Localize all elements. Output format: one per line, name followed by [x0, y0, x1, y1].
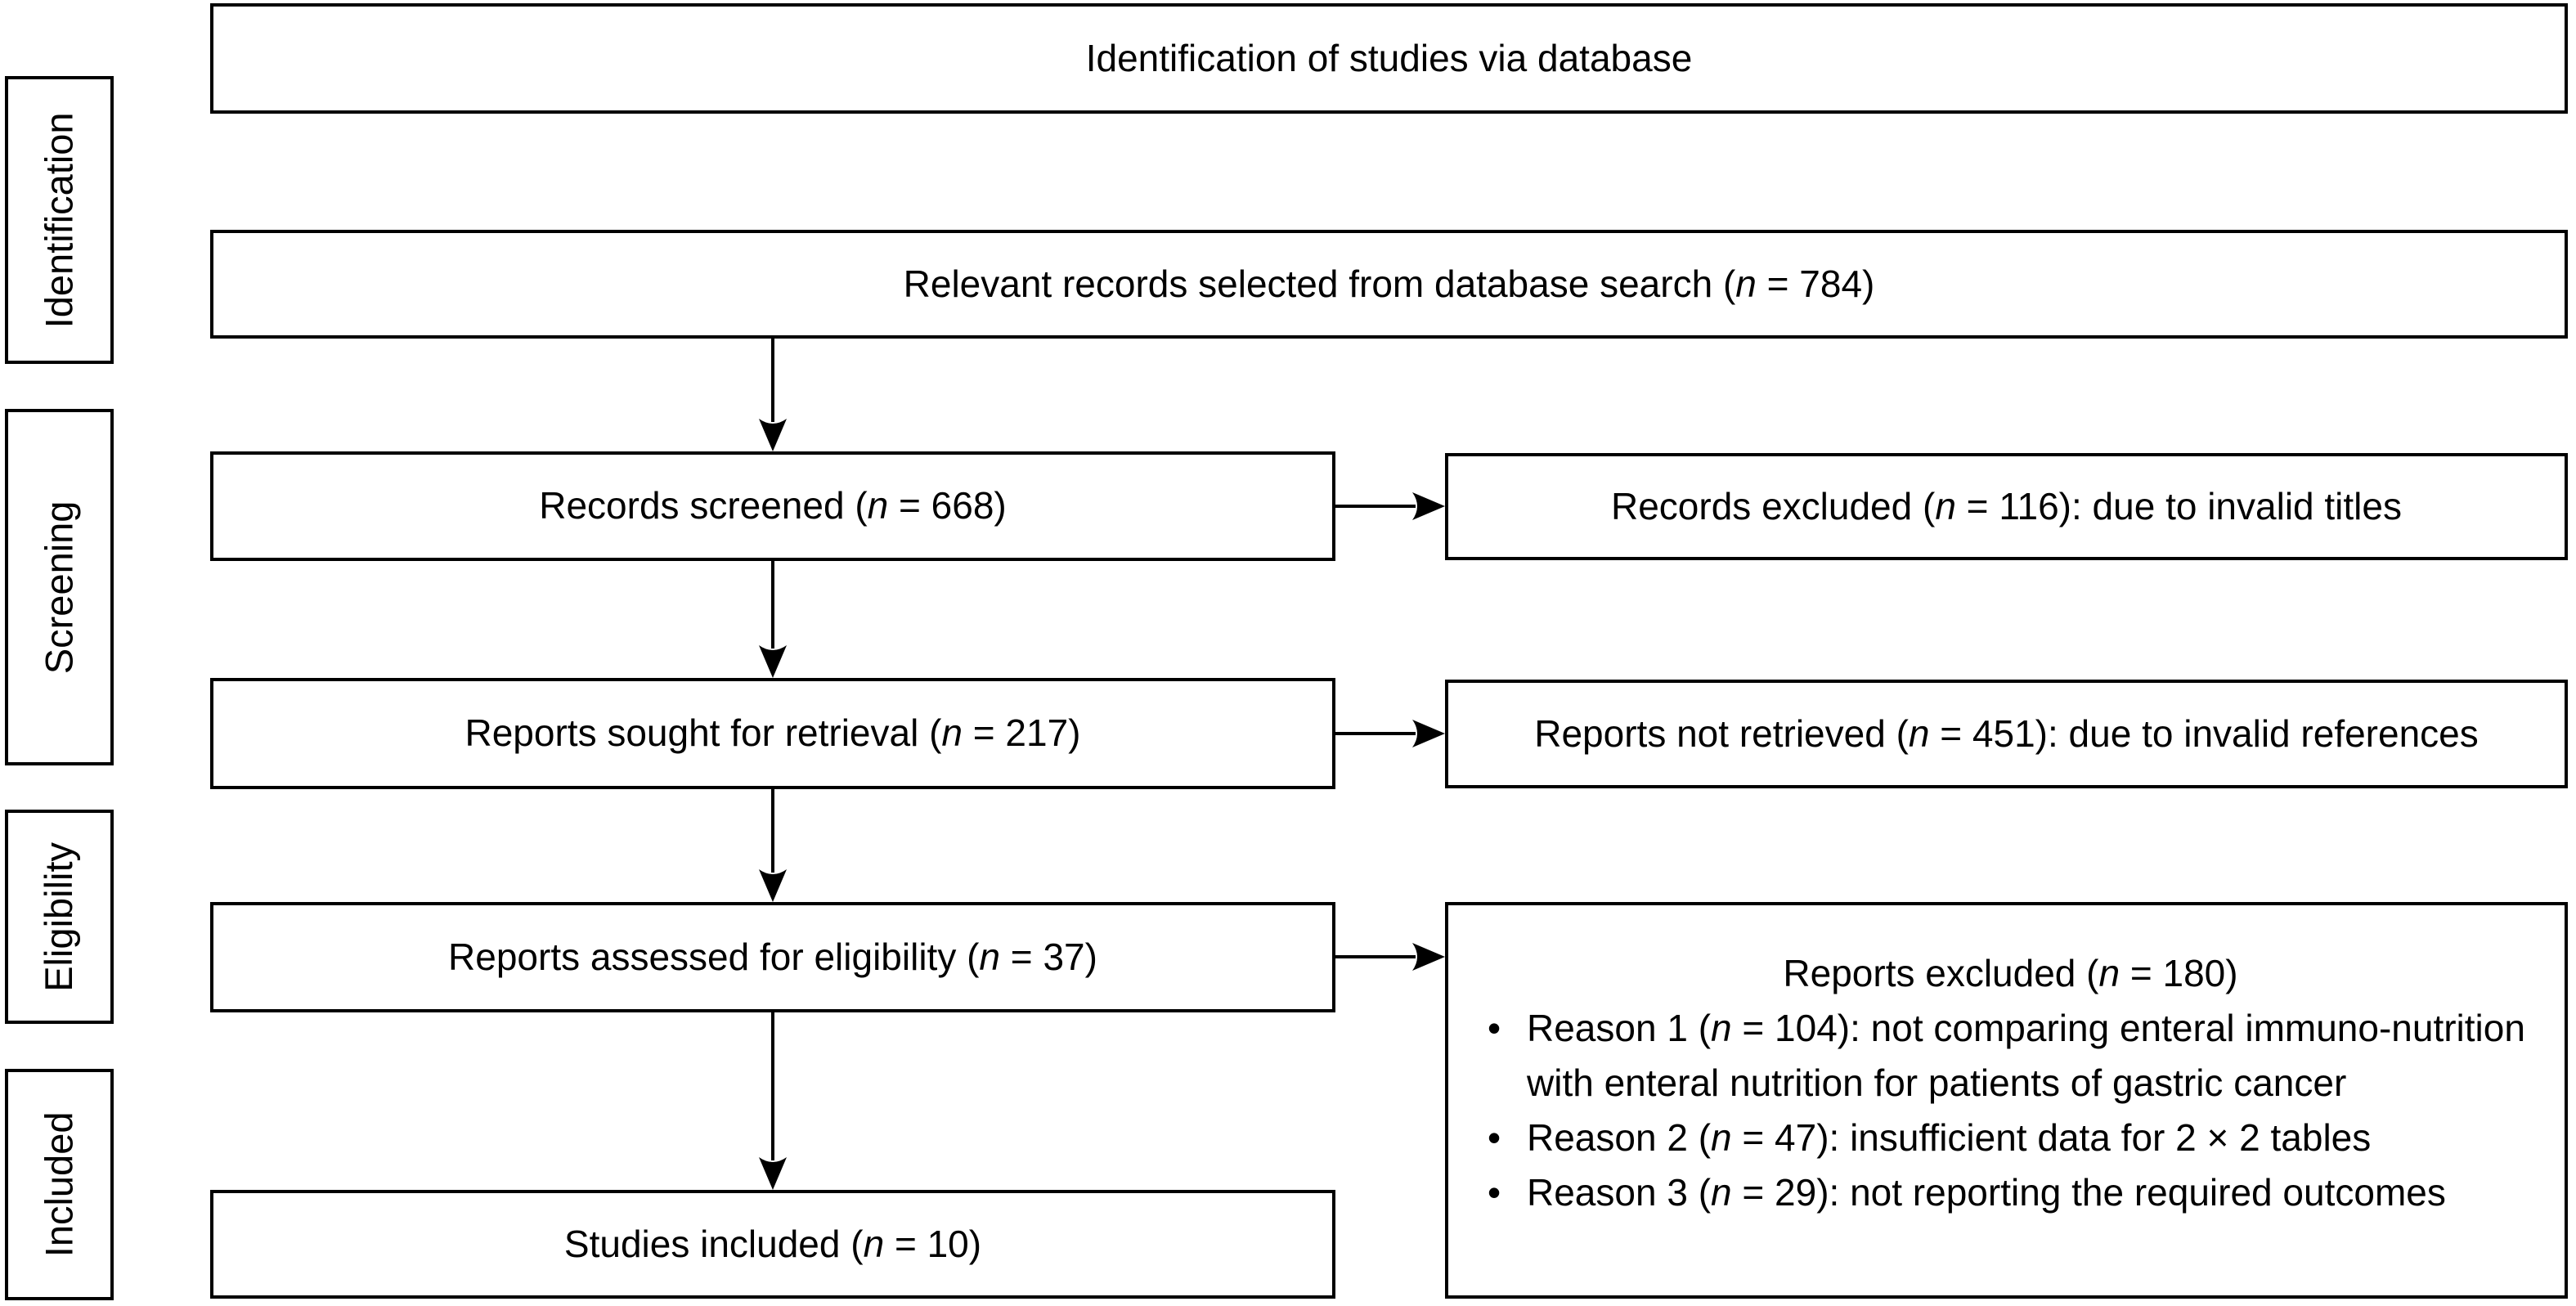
- reports-excluded-reasons-box: Reports excluded (n = 180) • Reason 1 (n…: [1445, 902, 2568, 1299]
- records-screened-box: Records screened (n = 668): [210, 451, 1335, 561]
- reports-sought-text: Reports sought for retrieval (n = 217): [464, 711, 1081, 755]
- records-selected-box: Relevant records selected from database …: [210, 230, 2568, 339]
- stage-label-eligibility: Eligibility: [37, 841, 81, 992]
- down-arrow-screened-to-sought: [756, 561, 789, 678]
- records-excluded-text: Records excluded (n = 116): due to inval…: [1611, 484, 2402, 527]
- down-arrow-selected-to-screened: [756, 337, 789, 451]
- exclusion-reason-list: • Reason 1 (n = 104): not comparing ente…: [1470, 1001, 2551, 1220]
- records-selected-text: Relevant records selected from database …: [903, 262, 1875, 305]
- exclusion-reason-text: Reason 2 (n = 47): insufficient data for…: [1527, 1116, 2372, 1159]
- records-screened-text: Records screened (n = 668): [539, 484, 1007, 527]
- stage-label-identification: Identification: [37, 112, 81, 328]
- bullet-icon: •: [1488, 1171, 1501, 1214]
- exclusion-reason-item: • Reason 3 (n = 29): not reporting the r…: [1470, 1165, 2551, 1220]
- right-arrow-sought-to-not-retrieved: [1335, 717, 1445, 750]
- stage-label-included: Included: [37, 1111, 81, 1258]
- down-arrow-sought-to-assessed: [756, 789, 789, 902]
- down-arrow-assessed-to-included: [756, 1012, 789, 1190]
- exclusion-reason-text: Reason 3 (n = 29): not reporting the req…: [1527, 1171, 2446, 1214]
- studies-included-box: Studies included (n = 10): [210, 1190, 1335, 1299]
- stage-box-eligibility: Eligibility: [5, 810, 114, 1024]
- reports-sought-box: Reports sought for retrieval (n = 217): [210, 678, 1335, 789]
- bullet-icon: •: [1488, 1007, 1501, 1049]
- right-arrow-assessed-to-excluded-reasons: [1335, 940, 1445, 973]
- stage-label-screening: Screening: [37, 500, 81, 674]
- records-excluded-box: Records excluded (n = 116): due to inval…: [1445, 453, 2568, 560]
- title-text: Identification of studies via database: [1085, 36, 1693, 79]
- exclusion-reason-item: • Reason 2 (n = 47): insufficient data f…: [1470, 1111, 2551, 1165]
- exclusion-reason-text: Reason 1 (n = 104): not comparing entera…: [1527, 1007, 2525, 1104]
- stage-box-included: Included: [5, 1069, 114, 1300]
- reports-assessed-box: Reports assessed for eligibility (n = 37…: [210, 902, 1335, 1012]
- title-box: Identification of studies via database: [210, 3, 2568, 114]
- exclusion-reason-item: • Reason 1 (n = 104): not comparing ente…: [1470, 1001, 2551, 1111]
- reports-not-retrieved-box: Reports not retrieved (n = 451): due to …: [1445, 680, 2568, 788]
- stage-box-screening: Screening: [5, 409, 114, 765]
- stage-box-identification: Identification: [5, 76, 114, 364]
- studies-included-text: Studies included (n = 10): [563, 1222, 982, 1265]
- reports-assessed-text: Reports assessed for eligibility (n = 37…: [448, 935, 1097, 978]
- reports-excluded-title: Reports excluded (n = 180): [1783, 952, 2238, 994]
- right-arrow-screened-to-excluded: [1335, 490, 1445, 523]
- bullet-icon: •: [1488, 1116, 1501, 1159]
- reports-not-retrieved-text: Reports not retrieved (n = 451): due to …: [1534, 711, 2479, 755]
